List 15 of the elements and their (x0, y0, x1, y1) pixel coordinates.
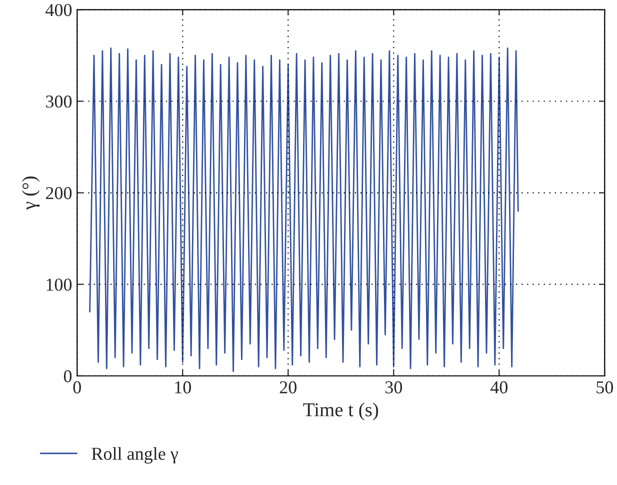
y-tick-label: 0 (64, 370, 72, 382)
x-axis-title: Time t (s) (303, 402, 378, 420)
line-series (89, 47, 519, 372)
x-tick-label: 50 (596, 381, 613, 394)
y-tick-label: 200 (46, 187, 72, 200)
x-tick-label: 20 (280, 381, 296, 394)
x-tick-label: 10 (175, 381, 191, 394)
y-tick-label: 300 (46, 96, 72, 108)
y-tick-label: 100 (46, 278, 72, 291)
x-tick-label: 30 (385, 381, 402, 394)
legend-label: Roll angle γ (92, 447, 178, 464)
y-tick-label: 400 (46, 4, 72, 16)
y-axis-title: γ (°) (22, 176, 40, 210)
x-tick-label: 40 (490, 381, 508, 394)
x-tick-label: 0 (73, 381, 81, 394)
